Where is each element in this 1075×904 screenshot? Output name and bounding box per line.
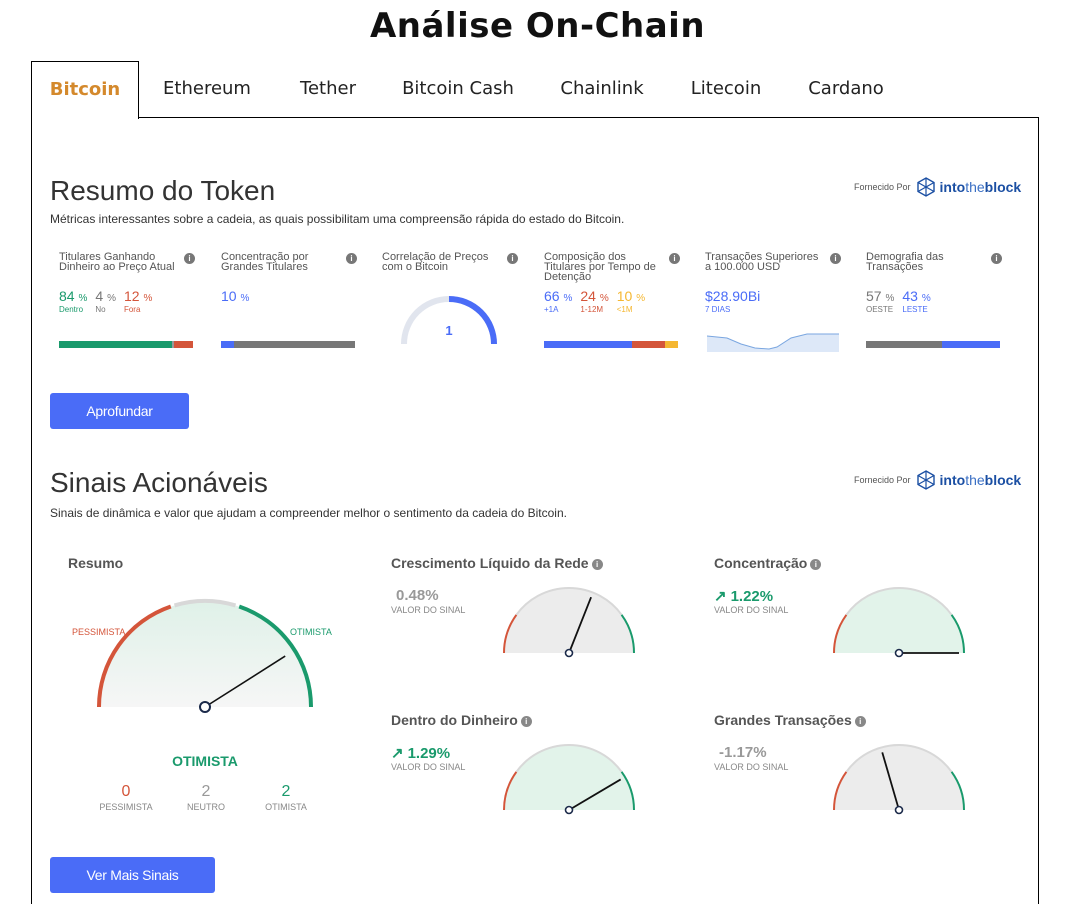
gauge-needle <box>568 778 622 811</box>
metric-value-volume: $28.90Bi 7 DIAS <box>705 288 761 314</box>
signal-gauge <box>833 744 965 815</box>
metric-value-traders: 10 % <1M <box>616 288 646 314</box>
metric-in-the-money: Titulares Ganhando Dinheiro ao Preço Atu… <box>59 251 195 348</box>
signals-title: Sinais Acionáveis <box>50 467 268 498</box>
metric-title: Correlação de Preços com o Bitcoin <box>382 251 489 273</box>
tab-litecoin[interactable]: Litecoin <box>690 78 762 99</box>
summary-bullish-label: OTIMISTA <box>290 627 332 637</box>
tab-chainlink[interactable]: Chainlink <box>560 78 644 99</box>
count-bullish: 2 OTIMISTA <box>265 783 307 812</box>
metric-value-in: 84 % Dentro <box>59 288 88 314</box>
tab-bitcoin[interactable]: Bitcoin <box>31 61 139 119</box>
signal-gauge <box>503 587 635 658</box>
intotheblock-logo-icon <box>916 177 935 197</box>
metric-title: Transações Superiores a 100.000 USD <box>705 251 819 273</box>
metric-bar <box>221 341 355 348</box>
signal-value-label: VALOR DO SINAL <box>714 762 789 772</box>
correlation-gauge <box>401 296 497 345</box>
signal-value: ↗ 1.22% <box>714 588 774 605</box>
metric-title: Demografia das Transações <box>866 251 944 273</box>
arrow-up-right-icon: ↗ <box>391 745 404 762</box>
metric-value-east: 43 % LESTE <box>902 288 931 314</box>
tab-divider <box>139 117 1039 118</box>
metric-value-out: 12 % Fora <box>123 288 153 314</box>
powered-by-label: Fornecido Por <box>854 182 911 192</box>
info-icon[interactable]: i <box>591 558 603 570</box>
info-icon[interactable]: i <box>854 715 866 727</box>
metric-value-cruisers: 24 % 1-12M <box>580 288 609 314</box>
metric-value-at: 4 % No <box>95 288 116 314</box>
info-icon[interactable]: i <box>520 715 532 727</box>
metric-value-large-holders: 10 % <box>221 288 250 304</box>
signal-value-label: VALOR DO SINAL <box>391 605 466 615</box>
metric-title: Concentração por Grandes Titulares <box>221 251 309 273</box>
gauge-needle <box>568 596 592 654</box>
page-title: Análise On-Chain <box>369 6 706 46</box>
count-neutral: 2 NEUTRO <box>187 783 225 812</box>
info-icon[interactable]: i <box>991 253 1002 264</box>
panel-border-left <box>31 117 32 904</box>
intotheblock-brand: intotheblock <box>939 179 1022 195</box>
tab-bitcoin-cash[interactable]: Bitcoin Cash <box>402 78 514 99</box>
metric-large-transactions: Transações Superiores a 100.000 USD i $2… <box>705 251 841 352</box>
summary-bearish-label: PESSIMISTA <box>72 627 126 637</box>
info-icon[interactable]: i <box>830 253 841 264</box>
volume-sparkline <box>707 333 839 352</box>
signal-value: 0.48% <box>396 587 439 604</box>
more-signals-button[interactable]: Ver Mais Sinais <box>50 857 215 893</box>
powered-by[interactable]: Fornecido Por intotheblock <box>854 470 1021 490</box>
info-icon[interactable]: i <box>184 253 195 264</box>
signal-value-label: VALOR DO SINAL <box>714 605 789 615</box>
signal-gauge <box>833 587 965 658</box>
signals-subtitle: Sinais de dinâmica e valor que ajudam a … <box>50 506 567 520</box>
metric-holding-time: Composição dos Titulares por Tempo de De… <box>544 251 680 348</box>
count-bearish: 0 PESSIMISTA <box>99 783 153 812</box>
info-icon[interactable]: i <box>346 253 357 264</box>
summary-verdict: OTIMISTA <box>172 753 238 769</box>
metric-demographics: Demografia das Transações i 57 % OESTE 4… <box>866 251 1002 348</box>
arrow-up-right-icon: ↗ <box>714 588 727 605</box>
metric-title: Titulares Ganhando Dinheiro ao Preço Atu… <box>59 251 175 273</box>
tab-tether[interactable]: Tether <box>300 78 356 99</box>
deep-dive-button[interactable]: Aprofundar <box>50 393 189 429</box>
info-icon[interactable]: i <box>507 253 518 264</box>
token-summary-subtitle: Métricas interessantes sobre a cadeia, a… <box>50 212 625 226</box>
signal-value-label: VALOR DO SINAL <box>391 762 466 772</box>
signal-gauge <box>503 744 635 815</box>
signal-value: -1.17% <box>719 744 767 761</box>
metric-value-west: 57 % OESTE <box>866 288 895 314</box>
intotheblock-brand: intotheblock <box>939 472 1022 488</box>
signal-title: Concentração i <box>714 555 822 571</box>
metric-value-hodlers: 66 % +1A <box>544 288 573 314</box>
panel-border-right <box>1038 118 1039 904</box>
token-summary-title: Resumo do Token <box>50 175 276 206</box>
metric-concentration: Concentração por Grandes Titulares i 10 … <box>221 251 357 348</box>
powered-by-label: Fornecido Por <box>854 475 911 485</box>
summary-gauge <box>96 598 314 713</box>
metric-bar <box>544 341 678 348</box>
correlation-value: 1 <box>445 323 453 338</box>
powered-by[interactable]: Fornecido Por intotheblock <box>854 177 1021 197</box>
tab-ethereum[interactable]: Ethereum <box>163 78 251 99</box>
signal-title: Grandes Transações i <box>714 712 866 728</box>
asset-tabs: Bitcoin Ethereum Tether Bitcoin Cash Cha… <box>31 61 1039 119</box>
metric-bar <box>59 341 193 348</box>
intotheblock-logo-icon <box>916 470 935 490</box>
metric-bar <box>866 341 1000 348</box>
tab-cardano[interactable]: Cardano <box>808 78 884 99</box>
metric-title: Composição dos Titulares por Tempo de De… <box>544 251 656 283</box>
signal-value: ↗ 1.29% <box>391 745 451 762</box>
gauge-needle <box>881 752 900 811</box>
metric-price-correlation: Correlação de Preços com o Bitcoin i 1 <box>382 251 518 345</box>
info-icon[interactable]: i <box>810 558 822 570</box>
summary-title: Resumo <box>68 555 124 571</box>
info-icon[interactable]: i <box>669 253 680 264</box>
signal-title: Dentro do Dinheiro i <box>391 712 532 728</box>
summary-counts: 0 PESSIMISTA 2 NEUTRO 2 OTIMISTA <box>86 783 326 812</box>
signal-title: Crescimento Líquido da Rede i <box>391 555 603 571</box>
